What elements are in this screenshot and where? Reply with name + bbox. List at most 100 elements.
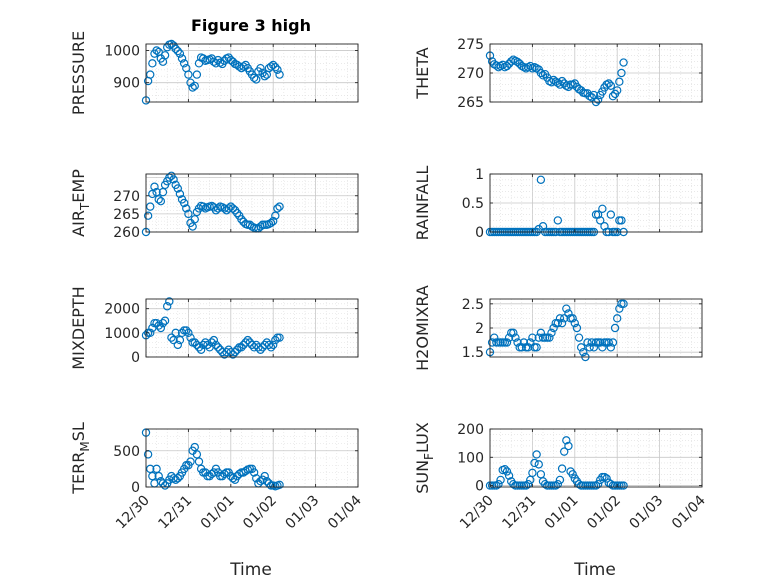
data-point (598, 87, 607, 96)
data-point (154, 471, 163, 481)
data-point (228, 350, 238, 359)
y-axis-label: TERRMSL (69, 422, 92, 495)
data-point (196, 345, 206, 354)
data-point (160, 51, 170, 60)
data-point (266, 62, 276, 71)
data-point (158, 318, 168, 328)
data-point (215, 58, 225, 67)
data-point (269, 60, 278, 70)
data-point (179, 59, 189, 68)
data-point (610, 323, 620, 333)
y-tick-label: 1 (475, 167, 484, 183)
plot-area (146, 44, 358, 102)
data-point (613, 314, 622, 323)
y-tick-label: 1000 (104, 43, 140, 59)
data-point (158, 187, 168, 197)
data-point (593, 479, 603, 489)
subplot-rainfall: 0 0.5 1 RAINFALL (413, 166, 703, 241)
y-tick-label: 100 (457, 450, 484, 466)
data-point (619, 481, 628, 490)
data-point (591, 481, 601, 490)
data-point (523, 343, 533, 352)
data-point (245, 220, 255, 229)
data-point (177, 54, 187, 63)
y-tick-label: 0 (475, 225, 484, 241)
axes-box (145, 43, 359, 103)
data-point (239, 468, 248, 477)
data-point (568, 470, 577, 479)
data-point (190, 215, 199, 224)
data-point (194, 204, 204, 213)
subplot-theta: 265 270 275 THETA (413, 37, 703, 111)
data-point (617, 216, 626, 225)
data-point (252, 474, 261, 483)
y-axis-label: SUNFLUX (413, 422, 436, 494)
data-point (186, 457, 195, 466)
data-point (534, 460, 543, 469)
data-point (156, 323, 166, 333)
x-axis-label-right: Time (573, 560, 616, 580)
axes-box (145, 173, 359, 233)
data-point (547, 328, 556, 338)
data-point (564, 309, 573, 318)
data-point (167, 333, 176, 342)
data-point (177, 328, 187, 338)
data-point (553, 216, 563, 225)
data-point (182, 326, 191, 335)
data-point (604, 338, 613, 347)
data-point (502, 61, 512, 71)
data-point (528, 333, 537, 342)
data-point (562, 304, 571, 313)
data-point (152, 187, 161, 197)
data-point (534, 333, 543, 342)
y-axis-label: MIXDEPTH (69, 286, 88, 369)
y-tick-label: 0 (131, 480, 140, 496)
data-point (606, 210, 616, 219)
data-point (606, 343, 616, 352)
data-point (173, 184, 182, 193)
data-point (536, 68, 546, 78)
data-point (192, 450, 202, 459)
data-point (538, 221, 548, 231)
data-point (146, 202, 155, 211)
data-point (606, 81, 616, 90)
data-point (146, 70, 155, 79)
data-point (509, 328, 518, 338)
y-tick-label: 2000 (104, 302, 140, 318)
data-point (207, 469, 216, 479)
data-point (154, 195, 163, 204)
data-point (152, 318, 161, 328)
data-point (175, 189, 185, 199)
axes-box (489, 428, 703, 488)
data-point (249, 73, 259, 83)
axes-box (145, 298, 359, 358)
y-tick-label: 270 (457, 66, 484, 82)
data-point (593, 210, 603, 219)
data-point (530, 458, 539, 468)
data-point (156, 196, 166, 206)
data-point (165, 297, 174, 306)
data-point (564, 441, 573, 451)
data-point (184, 328, 193, 338)
data-point (271, 335, 280, 345)
data-point (613, 86, 622, 95)
data-point (560, 314, 569, 323)
data-point (266, 218, 276, 228)
data-point (528, 468, 537, 478)
data-point (615, 77, 624, 86)
data-point (608, 338, 618, 347)
data-point (572, 323, 582, 333)
data-point (230, 347, 240, 357)
data-point (171, 328, 180, 338)
plot-area (490, 429, 702, 487)
data-point (589, 343, 599, 352)
data-point (606, 479, 616, 489)
y-tick-label: 275 (457, 37, 484, 53)
data-point (557, 76, 567, 86)
data-point (273, 204, 282, 213)
y-tick-label: 1.5 (462, 345, 484, 361)
data-point (579, 347, 588, 357)
data-point (213, 343, 223, 352)
data-point (269, 340, 278, 350)
data-point (596, 338, 605, 347)
